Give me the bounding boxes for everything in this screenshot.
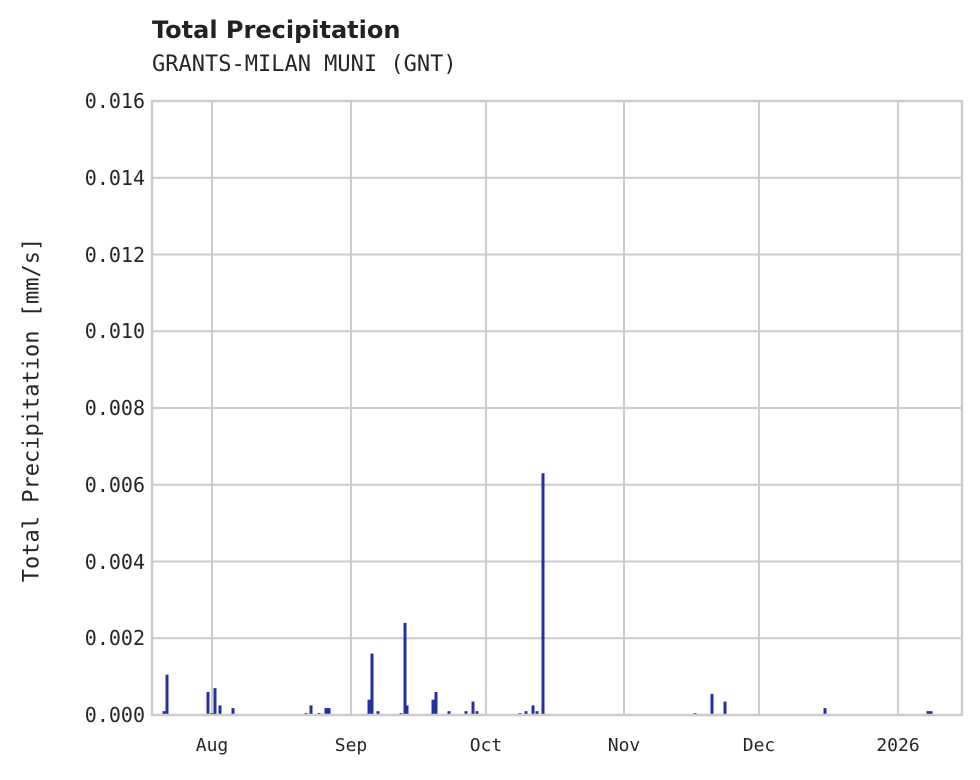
precip-bar <box>464 711 468 715</box>
precip-bar <box>324 708 328 715</box>
x-tick-label: Dec <box>742 735 776 756</box>
precipitation-bars <box>162 473 933 715</box>
precip-bar <box>165 674 169 715</box>
y-tick-label: 0.006 <box>84 472 145 497</box>
precip-bar <box>376 711 380 715</box>
precip-bar <box>535 711 539 715</box>
x-tick-label: Aug <box>195 735 229 756</box>
precip-bar <box>926 711 930 715</box>
precip-bar <box>531 705 535 715</box>
precip-bar <box>823 708 827 715</box>
gridlines <box>152 100 962 716</box>
precip-bar <box>367 699 371 715</box>
y-tick-label: 0.016 <box>84 89 145 113</box>
precip-bar <box>405 705 409 715</box>
precip-bar <box>206 691 210 715</box>
precip-bar <box>327 708 331 715</box>
precip-bar <box>162 711 166 715</box>
precip-bar <box>471 701 475 715</box>
precip-bar <box>723 701 727 715</box>
y-tick-label: 0.008 <box>84 396 145 420</box>
y-tick-label: 0.002 <box>84 626 145 651</box>
y-tick-label: 0.000 <box>84 703 145 727</box>
y-tick-label: 0.010 <box>84 319 145 344</box>
chart-subtitle: GRANTS-MILAN MUNI (GNT) <box>152 52 457 77</box>
precip-bar <box>431 699 435 715</box>
y-tick-label: 0.012 <box>84 242 145 267</box>
precip-bar <box>231 708 235 715</box>
y-tick-label: 0.004 <box>84 549 145 574</box>
x-tick-label: Sep <box>334 735 368 756</box>
precip-bar <box>370 653 374 715</box>
chart-title: Total Precipitation <box>152 16 401 44</box>
precip-bar <box>541 473 545 715</box>
precip-bar <box>434 691 438 715</box>
precip-bar <box>213 688 217 715</box>
precip-bar <box>475 711 479 715</box>
precip-bar <box>524 711 528 715</box>
y-tick-label: 0.014 <box>84 165 145 190</box>
precip-bar <box>403 622 407 715</box>
precip-bar <box>710 693 714 715</box>
plot-frame <box>150 99 964 717</box>
x-tick-label: Oct <box>469 735 503 756</box>
precip-bar <box>929 711 933 715</box>
precip-bar <box>218 705 222 715</box>
precip-bar <box>309 705 313 715</box>
x-tick-label: 2026 <box>876 735 920 756</box>
precip-bar <box>447 711 451 715</box>
x-tick-label: Nov <box>607 735 641 756</box>
